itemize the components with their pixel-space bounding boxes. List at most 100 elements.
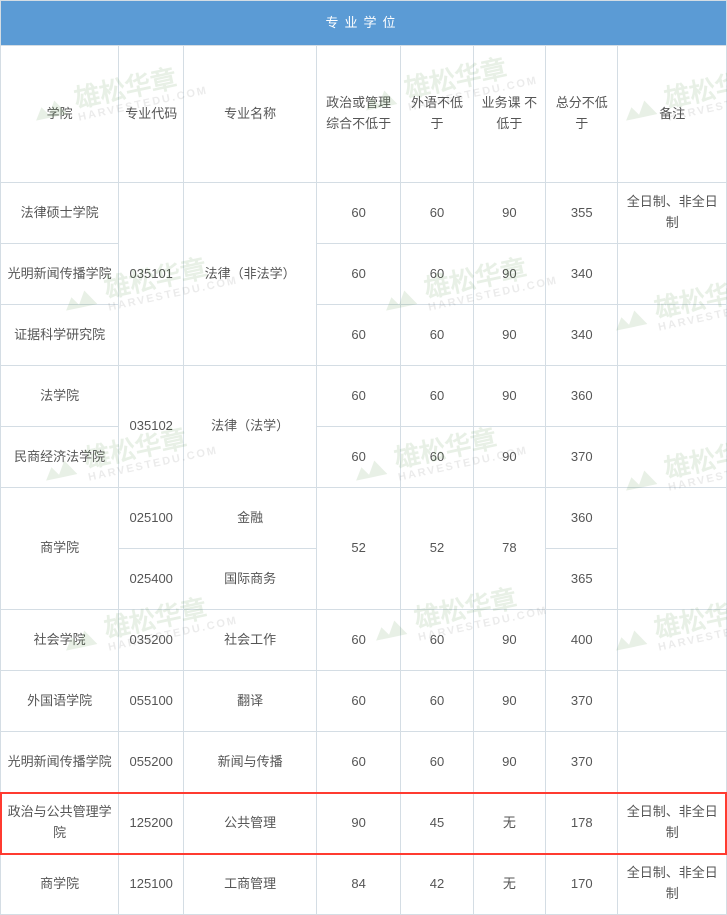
cell-politics: 60	[316, 732, 400, 793]
cell-foreign-lang: 42	[401, 854, 473, 915]
cell-politics: 60	[316, 671, 400, 732]
cell-college: 证据科学研究院	[1, 305, 119, 366]
cell-code: 025100	[119, 488, 184, 549]
cell-major: 工商管理	[184, 854, 317, 915]
cell-foreign-lang: 60	[401, 732, 473, 793]
cell-college: 商学院	[1, 854, 119, 915]
table-row: 光明新闻传播学院055200新闻与传播606090370	[1, 732, 727, 793]
cell-note	[618, 244, 727, 305]
table-row: 光明新闻传播学院606090340	[1, 244, 727, 305]
column-header: 备注	[618, 46, 727, 183]
cell-foreign-lang: 60	[401, 183, 473, 244]
cell-code: 025400	[119, 549, 184, 610]
cell-politics: 90	[316, 793, 400, 854]
cell-total: 340	[546, 305, 618, 366]
cell-politics: 60	[316, 610, 400, 671]
cell-note	[618, 610, 727, 671]
cell-foreign-lang: 45	[401, 793, 473, 854]
cell-total: 170	[546, 854, 618, 915]
cell-total: 178	[546, 793, 618, 854]
cell-code: 055100	[119, 671, 184, 732]
cell-total: 360	[546, 366, 618, 427]
cell-business: 90	[473, 183, 545, 244]
cell-note	[618, 366, 727, 427]
cell-foreign-lang: 60	[401, 427, 473, 488]
cell-politics: 52	[316, 488, 400, 610]
cell-foreign-lang: 60	[401, 305, 473, 366]
cell-college: 民商经济法学院	[1, 427, 119, 488]
cell-note	[618, 488, 727, 610]
table-row: 法学院035102法律（法学）606090360	[1, 366, 727, 427]
cell-code: 125200	[119, 793, 184, 854]
cell-foreign-lang: 60	[401, 366, 473, 427]
cell-politics: 60	[316, 183, 400, 244]
cell-politics: 60	[316, 427, 400, 488]
table-row: 社会学院035200社会工作606090400	[1, 610, 727, 671]
cell-note	[618, 732, 727, 793]
cell-college: 社会学院	[1, 610, 119, 671]
cell-college: 法律硕士学院	[1, 183, 119, 244]
cell-note: 全日制、非全日制	[618, 793, 727, 854]
cell-total: 370	[546, 671, 618, 732]
table-row: 民商经济法学院606090370	[1, 427, 727, 488]
cell-business: 90	[473, 427, 545, 488]
column-header: 政治或管理综合不低于	[316, 46, 400, 183]
table-row: 法律硕士学院035101法律（非法学）606090355全日制、非全日制	[1, 183, 727, 244]
cell-major: 法律（非法学）	[184, 183, 317, 366]
cell-code: 035200	[119, 610, 184, 671]
cell-total: 355	[546, 183, 618, 244]
column-header: 业务课 不低于	[473, 46, 545, 183]
table-header-row: 学院专业代码专业名称政治或管理综合不低于外语不低于业务课 不低于总分不低于备注	[1, 46, 727, 183]
cell-politics: 84	[316, 854, 400, 915]
cell-major: 法律（法学）	[184, 366, 317, 488]
cell-business: 无	[473, 854, 545, 915]
cell-college: 政治与公共管理学院	[1, 793, 119, 854]
cell-code: 035101	[119, 183, 184, 366]
cell-major: 新闻与传播	[184, 732, 317, 793]
table-body: 法律硕士学院035101法律（非法学）606090355全日制、非全日制光明新闻…	[1, 183, 727, 915]
cell-foreign-lang: 52	[401, 488, 473, 610]
cell-total: 360	[546, 488, 618, 549]
table-row: 外国语学院055100翻译606090370	[1, 671, 727, 732]
table-row: 商学院025100金融525278360	[1, 488, 727, 549]
cell-code: 125100	[119, 854, 184, 915]
cell-note: 全日制、非全日制	[618, 854, 727, 915]
cell-foreign-lang: 60	[401, 671, 473, 732]
cell-business: 90	[473, 305, 545, 366]
cell-business: 90	[473, 671, 545, 732]
cell-politics: 60	[316, 244, 400, 305]
column-header: 专业名称	[184, 46, 317, 183]
cell-business: 无	[473, 793, 545, 854]
degree-table: 专业学位 学院专业代码专业名称政治或管理综合不低于外语不低于业务课 不低于总分不…	[0, 0, 727, 915]
cell-foreign-lang: 60	[401, 244, 473, 305]
cell-major: 社会工作	[184, 610, 317, 671]
cell-business: 90	[473, 610, 545, 671]
column-header: 总分不低于	[546, 46, 618, 183]
cell-note	[618, 671, 727, 732]
cell-college: 外国语学院	[1, 671, 119, 732]
cell-note: 全日制、非全日制	[618, 183, 727, 244]
cell-major: 国际商务	[184, 549, 317, 610]
cell-foreign-lang: 60	[401, 610, 473, 671]
cell-major: 翻译	[184, 671, 317, 732]
cell-college: 光明新闻传播学院	[1, 244, 119, 305]
cell-code: 035102	[119, 366, 184, 488]
cell-total: 340	[546, 244, 618, 305]
table-row: 商学院125100工商管理8442无170全日制、非全日制	[1, 854, 727, 915]
cell-total: 400	[546, 610, 618, 671]
column-header: 专业代码	[119, 46, 184, 183]
cell-note	[618, 427, 727, 488]
table-title: 专业学位	[1, 1, 727, 46]
cell-business: 78	[473, 488, 545, 610]
column-header: 外语不低于	[401, 46, 473, 183]
cell-politics: 60	[316, 305, 400, 366]
cell-note	[618, 305, 727, 366]
cell-business: 90	[473, 366, 545, 427]
cell-business: 90	[473, 732, 545, 793]
cell-code: 055200	[119, 732, 184, 793]
cell-college: 光明新闻传播学院	[1, 732, 119, 793]
table-row: 政治与公共管理学院125200公共管理9045无178全日制、非全日制	[1, 793, 727, 854]
cell-business: 90	[473, 244, 545, 305]
cell-politics: 60	[316, 366, 400, 427]
cell-total: 370	[546, 732, 618, 793]
